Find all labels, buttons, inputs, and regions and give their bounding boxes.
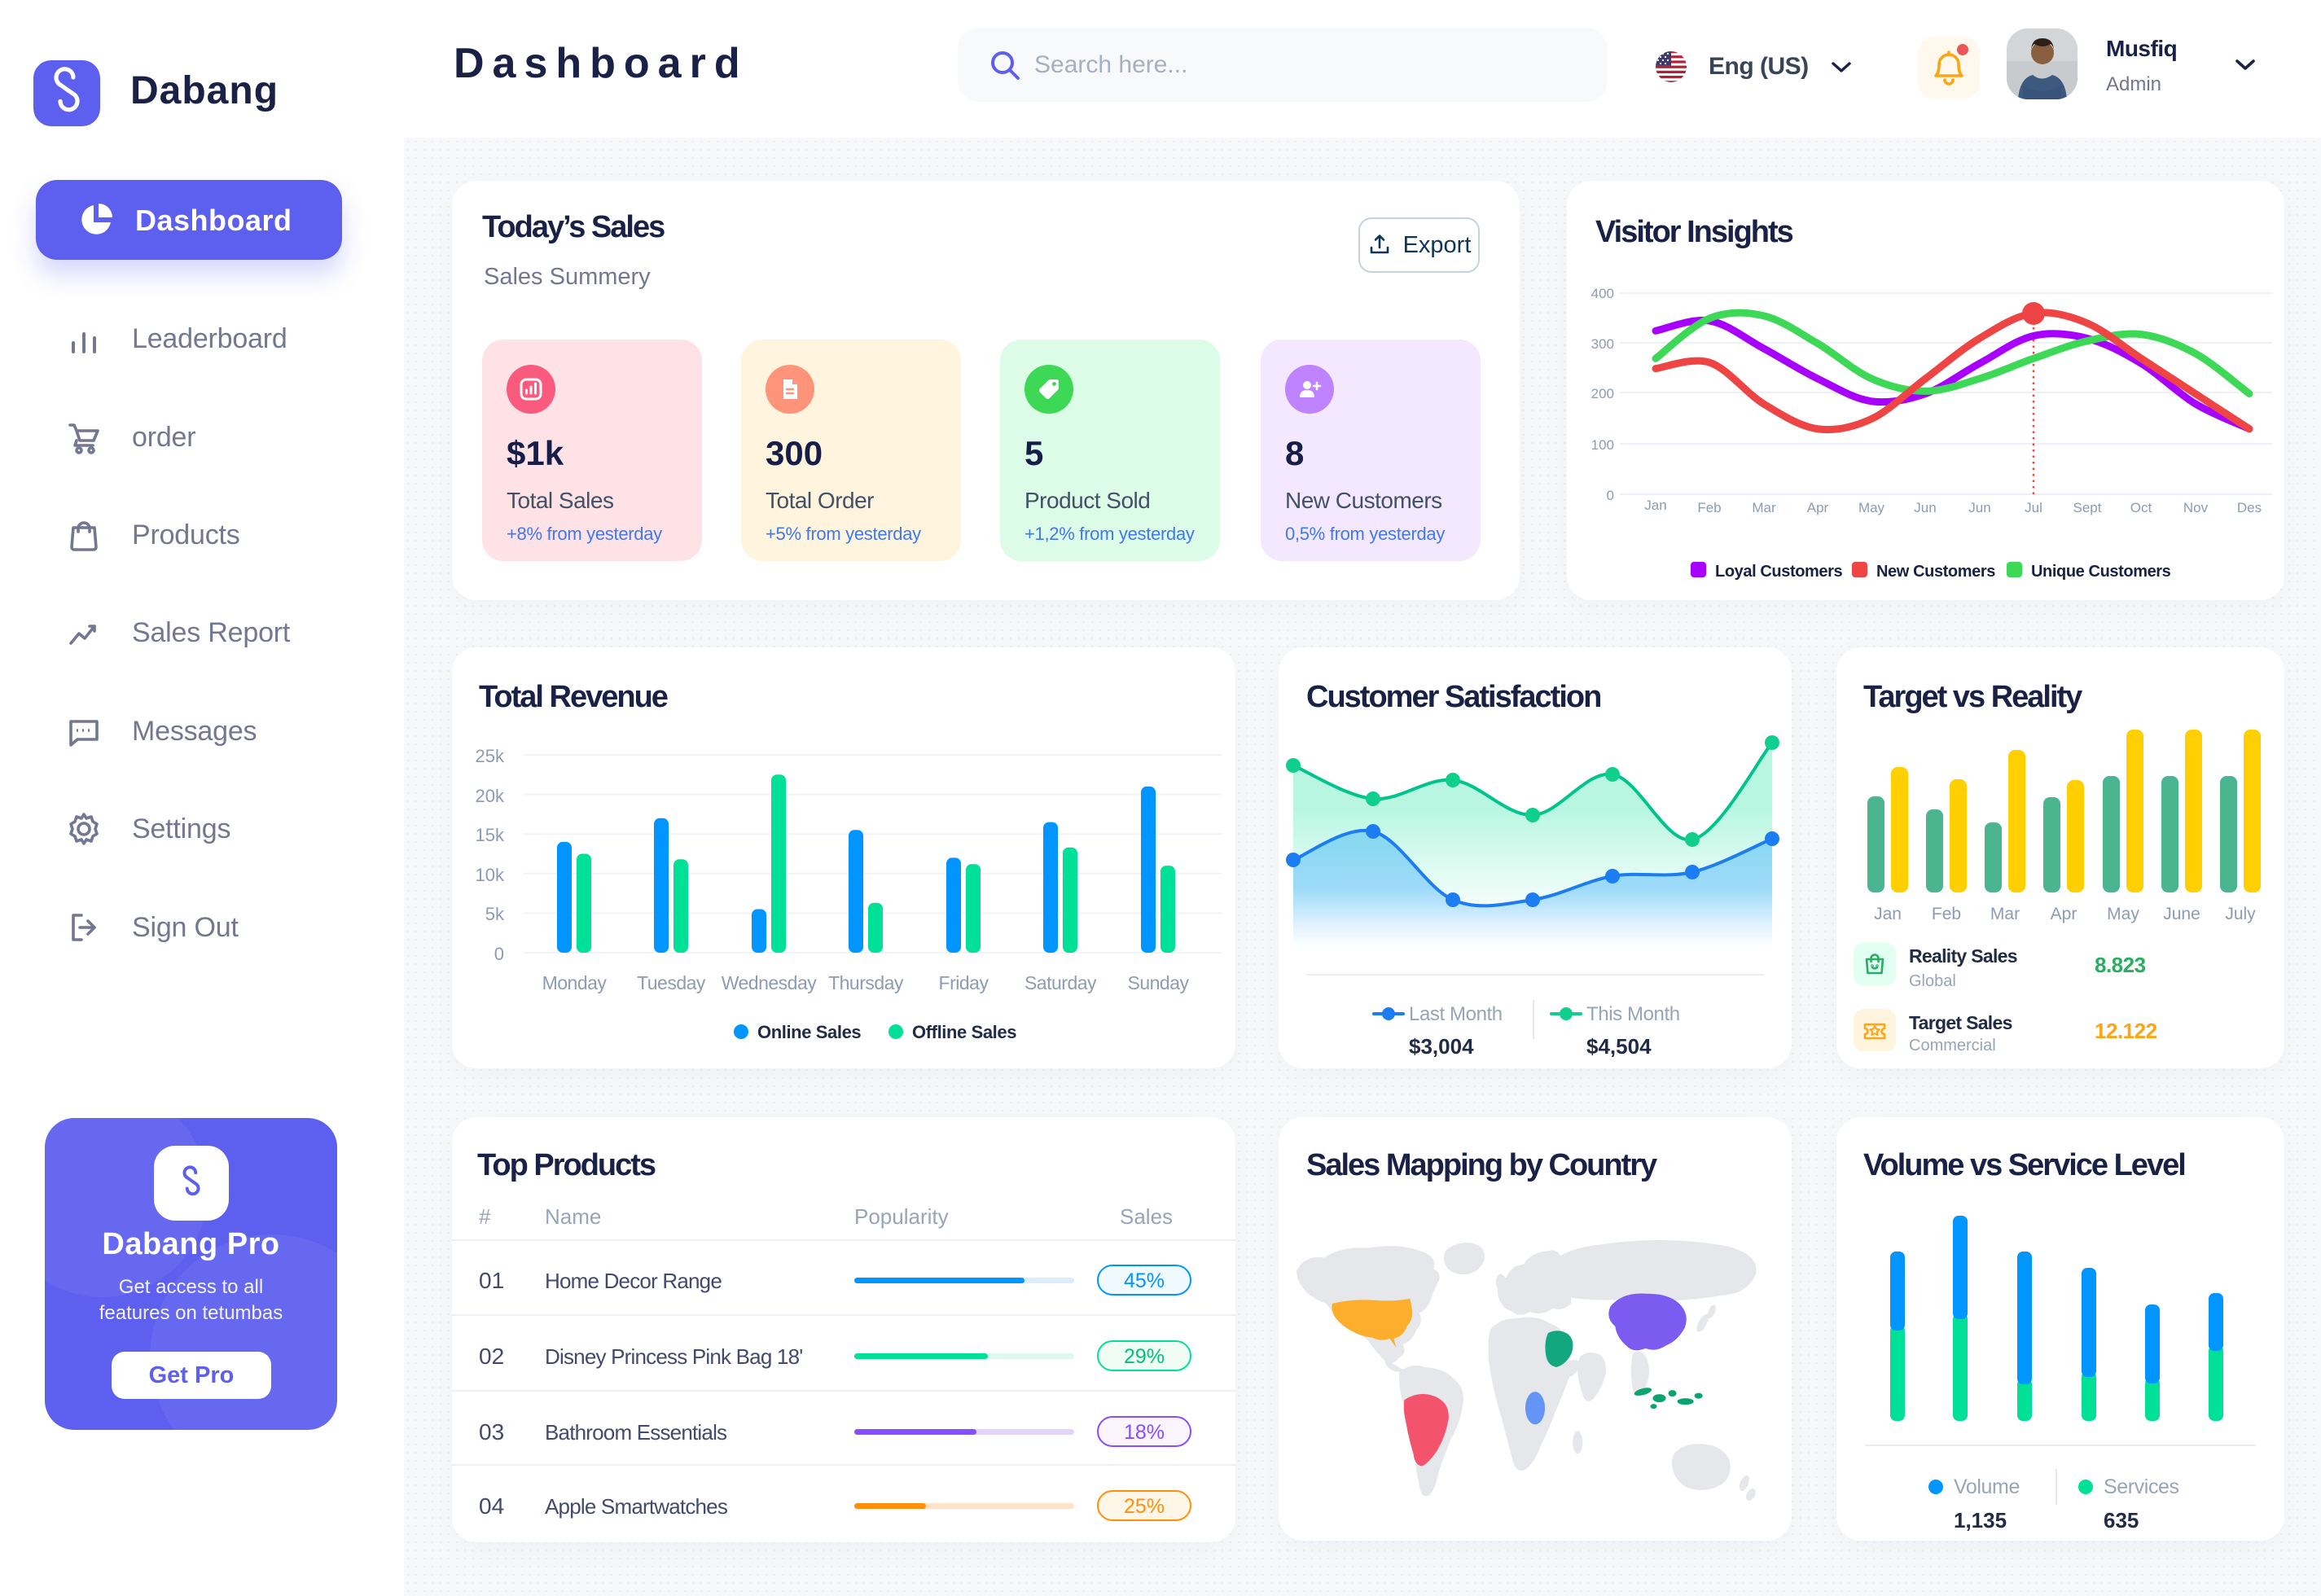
svg-text:0: 0: [494, 944, 504, 964]
svg-text:July: July: [2225, 905, 2256, 923]
svg-text:Feb: Feb: [1697, 500, 1721, 515]
svg-text:Sunday: Sunday: [1127, 972, 1189, 993]
svg-text:20k: 20k: [476, 786, 505, 806]
svg-text:Des: Des: [2237, 500, 2262, 515]
svg-text:Monday: Monday: [542, 972, 608, 993]
svg-text:Oct: Oct: [2130, 500, 2152, 515]
svg-text:$4,504: $4,504: [1586, 1034, 1652, 1059]
svg-text:Apr: Apr: [1807, 500, 1829, 515]
svg-text:This Month: This Month: [1586, 1003, 1680, 1025]
svg-text:0: 0: [1607, 488, 1614, 503]
svg-text:Last Month: Last Month: [1409, 1003, 1503, 1025]
svg-text:5k: 5k: [485, 904, 505, 924]
svg-text:Jan: Jan: [1874, 905, 1902, 923]
svg-text:100: 100: [1591, 437, 1614, 453]
svg-text:Jan: Jan: [1644, 498, 1666, 513]
svg-text:10k: 10k: [476, 865, 505, 885]
svg-text:Thursday: Thursday: [828, 972, 904, 993]
svg-text:Mar: Mar: [1752, 500, 1776, 515]
svg-text:$3,004: $3,004: [1409, 1034, 1474, 1059]
svg-text:Services: Services: [2104, 1475, 2179, 1498]
svg-text:Saturday: Saturday: [1024, 972, 1097, 993]
svg-text:May: May: [2107, 905, 2139, 923]
svg-text:635: 635: [2104, 1508, 2139, 1532]
svg-text:May: May: [1858, 500, 1885, 515]
svg-text:Loyal Customers: Loyal Customers: [1715, 563, 1843, 581]
svg-text:1,135: 1,135: [1954, 1508, 2007, 1532]
svg-text:15k: 15k: [476, 825, 505, 845]
svg-text:Nov: Nov: [2183, 500, 2209, 515]
svg-text:Unique Customers: Unique Customers: [2031, 563, 2171, 581]
svg-text:Sept: Sept: [2073, 500, 2102, 515]
svg-text:Tuesday: Tuesday: [637, 972, 706, 993]
svg-text:Online Sales: Online Sales: [757, 1022, 861, 1042]
svg-text:Mar: Mar: [1990, 905, 2020, 923]
svg-text:Jun: Jun: [1968, 500, 1990, 515]
svg-text:Jun: Jun: [1914, 500, 1936, 515]
svg-text:25k: 25k: [476, 746, 505, 766]
svg-text:200: 200: [1591, 386, 1614, 401]
svg-text:Feb: Feb: [1932, 905, 1961, 923]
svg-text:400: 400: [1591, 286, 1614, 301]
svg-text:Wednesday: Wednesday: [722, 972, 818, 993]
svg-text:Jul: Jul: [2025, 500, 2042, 515]
svg-text:New Customers: New Customers: [1876, 563, 1995, 581]
svg-text:300: 300: [1591, 336, 1614, 352]
svg-text:Apr: Apr: [2051, 905, 2077, 923]
svg-text:June: June: [2163, 905, 2200, 923]
svg-text:Friday: Friday: [939, 972, 989, 993]
svg-text:Offline Sales: Offline Sales: [912, 1022, 1016, 1042]
svg-text:Volume: Volume: [1954, 1475, 2020, 1498]
